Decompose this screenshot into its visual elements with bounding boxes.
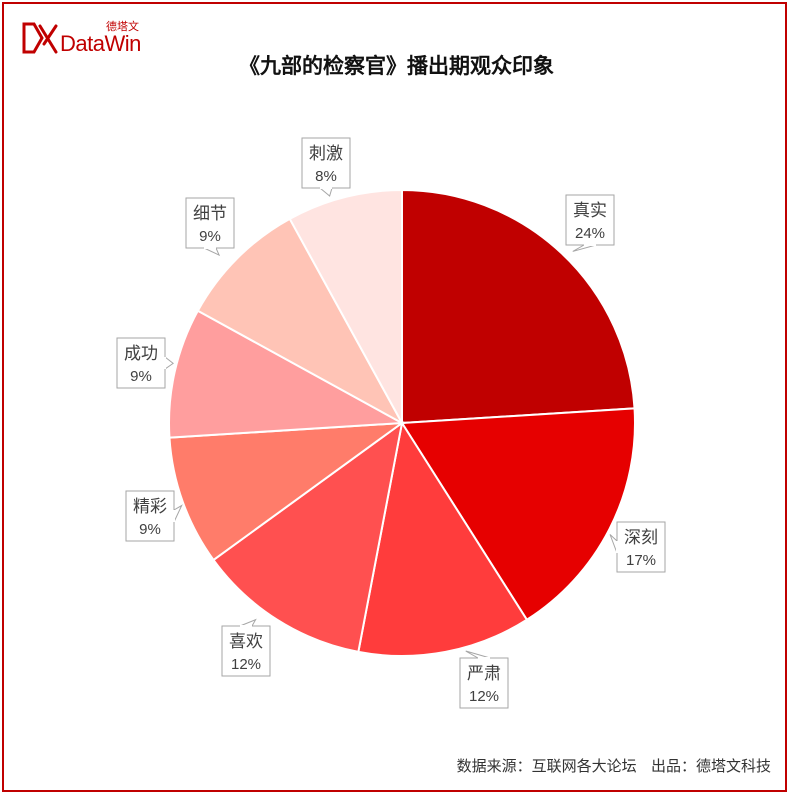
- pie-slice-6: [168, 309, 406, 439]
- callout-pointer-7: [203, 247, 221, 257]
- source-label: 数据来源：互联网各大论坛: [456, 757, 637, 775]
- slice-value-1: 24%: [575, 225, 605, 242]
- datawin-logo-mark-icon: [22, 22, 58, 54]
- callout-box-5: [125, 490, 175, 542]
- callout-box-4: [221, 625, 271, 677]
- callout-pointer-2: [609, 534, 618, 554]
- pie-slice-5: [168, 421, 406, 562]
- callout-box-8: [301, 137, 351, 189]
- publisher-label: 出品：德塔文科技: [650, 757, 771, 775]
- pie-slice-8: [288, 188, 403, 424]
- callout-pointer-8: [318, 187, 333, 197]
- slice-value-3: 12%: [469, 688, 499, 705]
- pie-slice-7: [196, 217, 405, 426]
- pie-slice-1: [401, 188, 636, 425]
- chart-title: 《九部的检察官》播出期观众印象: [239, 54, 554, 78]
- slice-value-5: 9%: [139, 521, 161, 538]
- slice-label-2: 深刻: [624, 528, 658, 548]
- slice-value-2: 17%: [626, 552, 656, 569]
- callout-pointer-5: [173, 504, 183, 523]
- slice-value-7: 9%: [199, 228, 221, 245]
- pie-slice-2: [400, 407, 636, 622]
- slice-label-7: 细节: [193, 204, 227, 224]
- logo-cn-text: 德塔文: [106, 20, 139, 33]
- chart-frame: [2, 2, 787, 792]
- datawin-logo: 德塔文 DataWin: [20, 16, 150, 60]
- slice-value-6: 9%: [130, 368, 152, 385]
- slice-value-4: 12%: [231, 656, 261, 673]
- callout-pointer-3: [465, 650, 491, 659]
- callout-box-2: [616, 521, 666, 573]
- callout-box-3: [459, 657, 509, 709]
- slice-label-1: 真实: [573, 201, 607, 221]
- slice-label-8: 刺激: [309, 144, 343, 164]
- source-note: 数据来源：互联网各大论坛 出品：德塔文科技: [457, 755, 771, 776]
- slice-label-6: 成功: [124, 344, 158, 364]
- logo-en-text: DataWin: [60, 31, 141, 56]
- pie-slice-4: [212, 420, 404, 654]
- slice-label-3: 严肃: [467, 664, 501, 684]
- slice-value-8: 8%: [315, 168, 337, 185]
- slice-label-5: 精彩: [133, 497, 167, 517]
- pie-slice-3: [357, 420, 529, 657]
- pie-slices: [168, 188, 636, 657]
- callout-pointer-6: [164, 355, 174, 370]
- callout-box-1: [565, 194, 615, 246]
- slice-label-4: 喜欢: [229, 632, 263, 652]
